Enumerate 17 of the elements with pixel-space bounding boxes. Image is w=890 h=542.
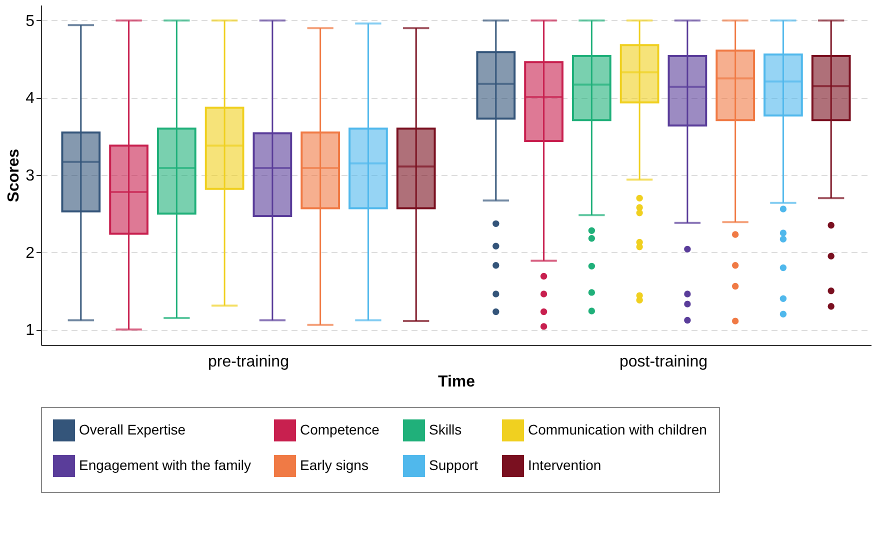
- y-tick-label: 1: [26, 322, 35, 340]
- y-tick-label: 5: [26, 12, 35, 30]
- x-axis-title: Time: [438, 374, 476, 390]
- y-axis-title: Scores: [6, 148, 23, 202]
- legend-label: Communication with children: [528, 421, 707, 438]
- legend-label: Skills: [429, 421, 462, 438]
- legend-label: Early signs: [300, 457, 368, 473]
- y-tick-label: 4: [26, 90, 35, 108]
- legend-label: Support: [429, 457, 478, 473]
- x-tick-label: pre-training: [208, 354, 289, 370]
- x-tick-label: post-training: [619, 354, 708, 370]
- legend-label: Overall Expertise: [79, 421, 186, 438]
- legend-label: Competence: [300, 421, 380, 438]
- legend-label: Engagement with the family: [79, 457, 251, 473]
- legend-label: Intervention: [528, 457, 602, 473]
- y-tick-label: 3: [26, 168, 35, 184]
- y-tick-label: 2: [26, 244, 35, 262]
